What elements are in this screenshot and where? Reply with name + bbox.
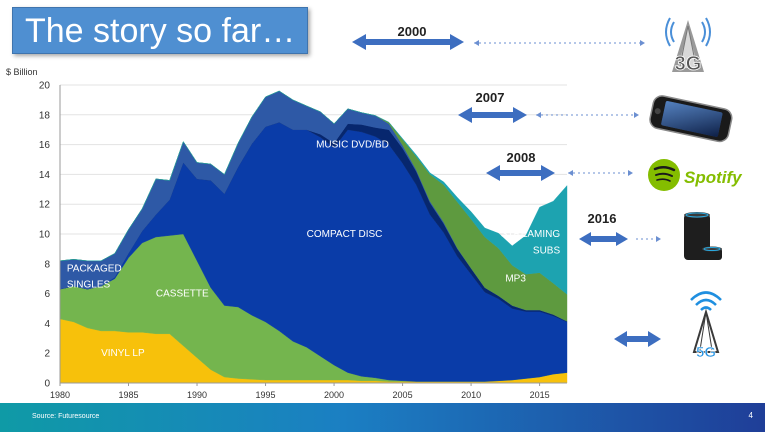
x-tick-label: 2000 [324,390,344,400]
y-tick-label: 12 [39,200,51,211]
series-label: MUSIC DVD/BD [316,140,389,151]
arrow-2007: 2007 [458,90,639,123]
y-tick-label: 8 [44,259,50,270]
arrow-2016: 2016 [579,211,661,246]
year-label-2007: 2007 [476,90,505,105]
svg-text:5G: 5G [696,344,716,361]
year-label-2000: 2000 [398,24,427,39]
dotted-connector-tail [474,40,479,46]
series-label: PACKAGED [67,263,122,274]
y-tick-label: 18 [39,110,51,121]
series-label: CASSETTE [156,289,209,300]
area-streaming-subs [59,90,568,295]
arrow-2000: 2000 [352,24,645,50]
arrow-2008: 2008 [486,150,633,181]
y-tick-label: 10 [39,230,51,241]
source-note: Source: Futuresource [32,413,100,420]
series-label: SUBS [533,245,561,256]
x-tick-label: 2010 [461,390,481,400]
x-tick-label: 2005 [393,390,413,400]
dotted-connector-head [628,170,633,176]
axes [59,85,567,384]
spotify-logo: Spotify [648,159,743,191]
series-label: STREAMING [501,229,561,240]
page-number: 4 [748,411,753,420]
y-tick-label: 16 [39,140,51,151]
series-label: COMPACT DISC [307,229,383,240]
series-areas [59,90,568,384]
dotted-connector-head [634,112,639,118]
series-label: VINYL LP [101,348,145,359]
dotted-connector-head [640,40,645,46]
year-label-2008: 2008 [507,150,536,165]
arrow-5g [614,331,661,347]
dotted-connector-head [656,236,661,242]
5g-tower-icon: 5G [690,291,722,361]
y-tick-labels: 0 2 4 6 8 10 12 14 16 18 20 [39,81,51,390]
y-tick-label: 6 [44,289,50,300]
y-tick-label: 4 [44,319,50,330]
x-tick-label: 1980 [50,390,70,400]
dotted-connector-tail [536,112,541,118]
y-tick-label: 2 [44,349,50,360]
x-tick-label: 2015 [530,390,550,400]
series-labels: VINYL LP CASSETTE COMPACT DISC MUSIC DVD/BD… [67,140,561,360]
svg-text:3G: 3G [675,53,702,75]
timeline: 2000 2007 2008 2016 [352,24,661,347]
y-tick-label: 0 [44,379,50,390]
series-label: MP3 [505,274,526,285]
x-tick-labels: 1980 1985 1990 1995 2000 2005 2010 2015 [50,383,550,400]
x-tick-label: 1995 [256,390,276,400]
y-tick-label: 14 [39,170,51,181]
series-label: SINGLES [67,280,111,291]
dotted-connector-tail [568,170,573,176]
smartphone-icon [649,95,733,143]
y-axis-label: $ Billion [6,67,38,77]
x-tick-label: 1985 [118,390,138,400]
slide-title: The story so far… [12,7,308,54]
footer-bar: Source: Futuresource 4 [0,403,765,432]
y-tick-label: 20 [39,81,51,92]
smart-speaker-icon [684,212,722,260]
x-tick-label: 1990 [187,390,207,400]
svg-text:Spotify: Spotify [684,168,743,187]
year-label-2016: 2016 [588,211,617,226]
3g-tower-icon: 3G [665,17,711,75]
